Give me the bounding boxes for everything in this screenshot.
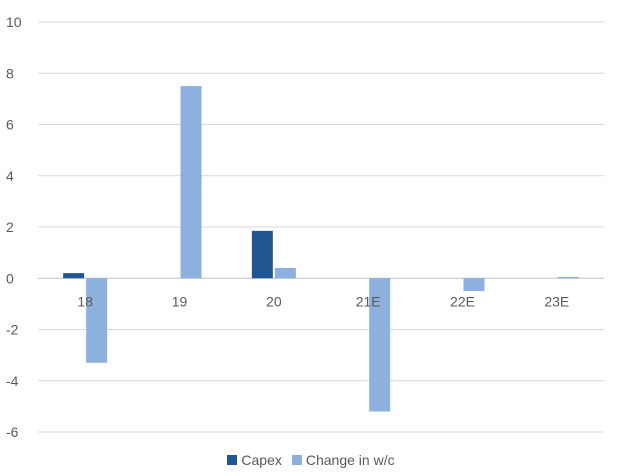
y-axis-tick-labels: -6 -4 -2 0 2 4 6 8 10: [6, 14, 22, 440]
bar-capex-20: [251, 230, 273, 279]
bar-chart-plot: -6 -4 -2 0 2 4 6 8 10 18 19 20 21E 22E 23E: [6, 14, 604, 440]
bar-change-in-wc-22E: [463, 278, 485, 292]
x-tick-label: 18: [77, 293, 93, 309]
y-tick-label: -6: [6, 424, 19, 440]
y-tick-label: -2: [6, 322, 19, 338]
x-tick-label: 19: [172, 293, 188, 309]
bars: [63, 86, 579, 412]
x-tick-label: 23E: [544, 293, 569, 309]
legend-swatch-capex: [227, 455, 238, 465]
legend-label-capex: Capex: [241, 452, 282, 468]
y-tick-label: 4: [6, 168, 14, 184]
legend: Capex Change in w/c: [0, 452, 622, 468]
y-tick-label: -4: [6, 373, 19, 389]
x-tick-label: 20: [266, 293, 282, 309]
y-tick-label: 6: [6, 117, 14, 133]
legend-item-change-in-wc: Change in w/c: [291, 452, 395, 468]
x-tick-label: 22E: [450, 293, 475, 309]
legend-swatch-change-in-wc: [291, 455, 302, 465]
y-tick-label: 2: [6, 219, 14, 235]
bar-change-in-wc-23E: [557, 276, 579, 279]
bar-change-in-wc-19: [180, 86, 202, 279]
y-tick-label: 0: [6, 270, 14, 286]
legend-item-capex: Capex: [227, 452, 282, 468]
x-axis-tick-labels: 18 19 20 21E 22E 23E: [77, 293, 569, 309]
y-tick-label: 8: [6, 65, 14, 81]
gridlines: [38, 21, 604, 433]
legend-label-change-in-wc: Change in w/c: [305, 452, 395, 468]
bar-change-in-wc-21E: [369, 278, 391, 412]
y-tick-label: 10: [6, 14, 22, 30]
bar-change-in-wc-18: [86, 278, 108, 363]
bar-change-in-wc-20: [274, 268, 296, 279]
bar-capex-18: [63, 273, 85, 279]
x-tick-label: 21E: [356, 293, 381, 309]
